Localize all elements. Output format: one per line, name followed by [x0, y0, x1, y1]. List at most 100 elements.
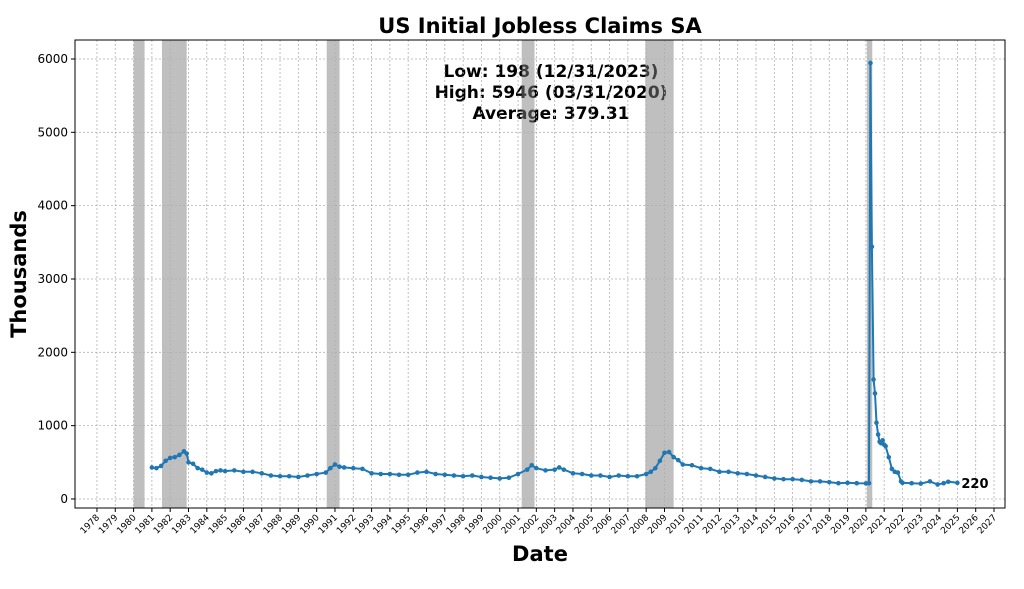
data-point: [909, 480, 914, 486]
data-point: [378, 471, 384, 477]
plot-frame: [74, 39, 1006, 509]
data-point: [534, 465, 539, 471]
data-point: [204, 470, 210, 475]
x-tick-label: 1986: [225, 513, 248, 536]
data-point: [671, 454, 676, 460]
data-point: [625, 473, 631, 479]
data-point: [556, 465, 562, 470]
x-tick-label: 2002: [518, 513, 541, 536]
x-tick-label: 1988: [262, 513, 285, 536]
data-point: [268, 473, 274, 478]
x-tick-label: 1990: [299, 513, 322, 536]
data-point: [955, 480, 960, 486]
x-tick-label: 1997: [427, 513, 450, 536]
x-tick-label: 2022: [884, 513, 907, 536]
data-point: [869, 244, 875, 250]
data-point: [726, 469, 731, 475]
data-point: [460, 473, 466, 479]
x-tick-label: 1982: [152, 513, 175, 536]
x-tick-label: 2025: [939, 513, 962, 536]
data-point: [250, 469, 255, 475]
x-tick-label: 2006: [591, 513, 614, 536]
data-point: [935, 482, 940, 487]
data-point: [598, 473, 603, 478]
data-point: [588, 473, 594, 478]
x-tick-label: 2018: [811, 513, 834, 536]
x-tick-label: 1981: [134, 513, 157, 536]
data-point: [826, 479, 832, 485]
x-tick-label: 1991: [317, 513, 340, 536]
data-point: [154, 465, 159, 471]
y-tick-label: 1000: [37, 419, 68, 433]
x-tick-label: 2000: [482, 513, 505, 536]
x-tick-label: 2027: [976, 513, 999, 536]
data-point: [405, 472, 411, 478]
annotation: Average: 379.31: [472, 104, 629, 124]
x-tick-label: 2020: [848, 513, 871, 536]
data-point: [190, 461, 196, 467]
x-tick-label: 2011: [683, 513, 706, 536]
data-point: [218, 468, 223, 473]
data-point: [332, 462, 338, 467]
data-point: [199, 467, 205, 472]
data-point: [707, 466, 713, 472]
data-point: [213, 468, 219, 474]
data-point: [886, 454, 892, 460]
recession-band: [326, 40, 340, 508]
chart-title: US Initial Jobless Claims SA: [378, 14, 702, 38]
data-point: [488, 475, 493, 481]
x-tick-label: 2015: [756, 513, 779, 536]
data-point: [286, 473, 292, 479]
data-point: [506, 475, 512, 481]
data-point: [579, 471, 585, 477]
x-tick-label: 2026: [958, 513, 981, 536]
recession-band: [521, 40, 535, 508]
x-tick-label: 2024: [921, 513, 944, 536]
x-tick-label: 2023: [903, 513, 926, 536]
data-point: [698, 465, 704, 471]
data-point: [561, 467, 567, 472]
data-point: [781, 476, 786, 482]
data-point: [195, 465, 200, 471]
data-point: [872, 391, 878, 396]
data-point: [350, 465, 356, 471]
data-point: [927, 479, 933, 484]
data-point: [744, 471, 750, 477]
data-point: [387, 471, 393, 477]
data-point: [497, 476, 503, 481]
recession-band: [133, 40, 145, 508]
data-point: [875, 432, 881, 437]
data-point: [607, 474, 612, 480]
data-point: [772, 476, 777, 481]
y-tick-label: 6000: [37, 52, 68, 66]
x-tick-label: 1999: [463, 513, 486, 536]
data-point: [552, 467, 557, 472]
x-tick-label: 2019: [829, 513, 852, 536]
data-point: [753, 473, 759, 478]
data-point: [941, 480, 946, 486]
y-tick-label: 2000: [37, 345, 68, 359]
data-point: [808, 479, 814, 484]
data-point: [918, 481, 924, 486]
data-point: [762, 474, 768, 480]
y-tick-label: 0: [60, 492, 68, 506]
data-point: [675, 457, 681, 463]
data-point: [868, 60, 873, 66]
x-tick-label: 2009: [646, 513, 669, 536]
data-point: [634, 473, 640, 479]
x-tick-label: 2017: [793, 513, 816, 536]
annotation: High: 5946 (03/31/2020): [435, 83, 668, 103]
annotation: Low: 198 (12/31/2023): [444, 62, 659, 82]
data-point: [172, 454, 178, 460]
data-point: [337, 464, 342, 470]
x-tick-label: 1979: [97, 513, 120, 536]
data-point: [479, 474, 484, 480]
x-tick-label: 2004: [555, 513, 578, 536]
data-point: [854, 480, 860, 486]
data-point: [167, 455, 173, 461]
data-point: [717, 469, 722, 475]
data-point: [360, 466, 365, 472]
data-point: [163, 458, 168, 464]
y-axis-label: Thousands: [7, 210, 31, 338]
